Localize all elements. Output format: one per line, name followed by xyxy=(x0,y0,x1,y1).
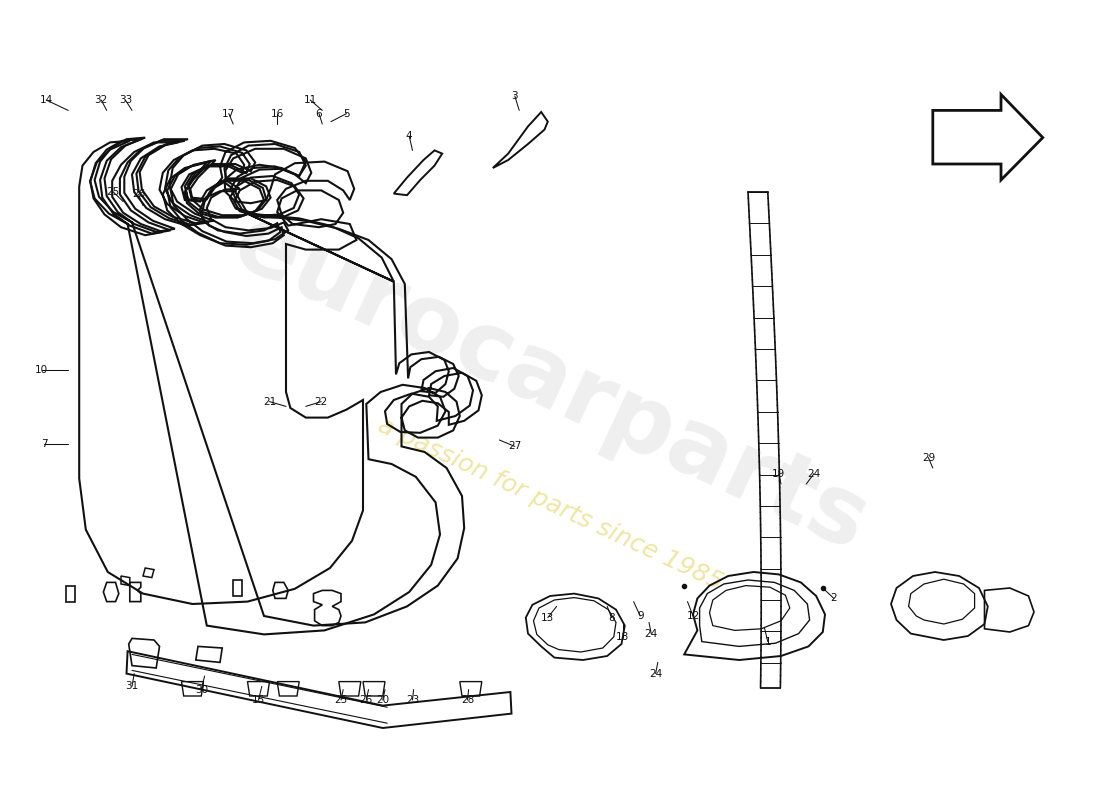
Text: 31: 31 xyxy=(125,682,139,691)
Text: 29: 29 xyxy=(922,453,935,462)
Text: 26: 26 xyxy=(132,190,145,199)
Text: 4: 4 xyxy=(406,131,412,141)
Text: 14: 14 xyxy=(40,95,53,105)
Text: 10: 10 xyxy=(35,366,48,375)
Text: 33: 33 xyxy=(119,95,132,105)
Text: 24: 24 xyxy=(645,629,658,638)
Text: 16: 16 xyxy=(271,109,284,118)
Text: 5: 5 xyxy=(343,109,350,118)
Text: 3: 3 xyxy=(512,91,518,101)
Text: 6: 6 xyxy=(316,109,322,118)
Text: 2: 2 xyxy=(830,594,837,603)
Text: 21: 21 xyxy=(263,397,276,406)
Text: 15: 15 xyxy=(252,695,265,705)
Text: 23: 23 xyxy=(406,695,419,705)
Text: 26: 26 xyxy=(360,695,373,705)
Text: 24: 24 xyxy=(649,669,662,678)
Text: 13: 13 xyxy=(541,613,554,622)
Text: 12: 12 xyxy=(686,611,700,621)
Text: 19: 19 xyxy=(772,469,785,478)
Text: 7: 7 xyxy=(41,439,47,449)
Text: 30: 30 xyxy=(195,685,208,694)
Text: 27: 27 xyxy=(508,442,521,451)
Text: 1: 1 xyxy=(764,637,771,646)
Text: 9: 9 xyxy=(637,611,644,621)
Text: 17: 17 xyxy=(222,109,235,118)
Text: 25: 25 xyxy=(334,695,348,705)
Text: 28: 28 xyxy=(461,695,474,705)
Text: 32: 32 xyxy=(95,95,108,105)
Text: 8: 8 xyxy=(608,613,615,622)
Text: 18: 18 xyxy=(616,632,629,642)
Text: eurocarparts: eurocarparts xyxy=(219,197,881,571)
Text: a passion for parts since 1985: a passion for parts since 1985 xyxy=(374,414,726,594)
Text: 25: 25 xyxy=(107,187,120,197)
Text: 20: 20 xyxy=(376,695,389,705)
Text: 22: 22 xyxy=(315,397,328,406)
Text: 24: 24 xyxy=(807,469,821,478)
Text: 11: 11 xyxy=(304,95,317,105)
